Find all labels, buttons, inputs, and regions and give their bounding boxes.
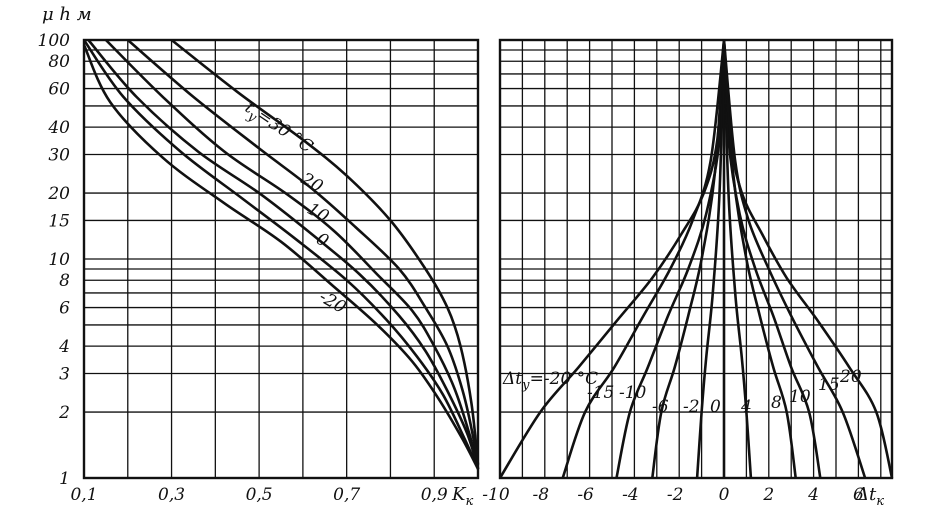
x-axis-label-dtk-sub: к xyxy=(876,494,884,509)
left-x-tick-label: 0,3 xyxy=(158,485,185,505)
left-curves xyxy=(82,38,480,470)
x-axis-label-kk-sub: к xyxy=(465,494,473,509)
left-curve-label-ty30: tу=30 °C xyxy=(239,98,316,161)
right-x-tick-label: 0 xyxy=(719,485,730,505)
left-x-tick-labels: 0,1 0,3 0,5 0,7 0,9 xyxy=(70,485,447,505)
y-tick-label: 100 xyxy=(38,31,71,51)
right-x-tick-label: 6 xyxy=(853,485,864,505)
right-curve-label-dty-20: Δtу=-20 °C xyxy=(502,369,598,393)
y-tick-label: 2 xyxy=(58,403,70,423)
right-series-line xyxy=(695,39,726,479)
left-grid xyxy=(83,39,479,479)
right-curve-label: -6 xyxy=(652,397,669,417)
x-axis-label-dtk-main: Δt xyxy=(855,484,877,505)
left-x-tick-label: 0,5 xyxy=(246,485,273,505)
right-curve-labels: Δtу=-20 °C-15 -10-6 -2 0 4 8 10 15 20 xyxy=(502,367,862,417)
right-curve-label: 15 xyxy=(818,375,840,395)
y-tick-label: 40 xyxy=(47,118,70,138)
right-curve-label: 4 xyxy=(740,397,752,417)
right-series-eq: =-20 °C xyxy=(530,369,599,389)
right-curves xyxy=(498,39,894,479)
right-curve-label: 8 xyxy=(771,393,782,413)
y-tick-label: 80 xyxy=(48,52,70,72)
right-curve-label: 20 xyxy=(839,367,862,387)
right-x-tick-label: -10 xyxy=(482,485,510,505)
right-series-line xyxy=(722,39,753,479)
x-axis-label-kk: Kк xyxy=(451,484,473,509)
y-tick-label: 30 xyxy=(48,146,70,166)
right-x-tick-label: -6 xyxy=(577,485,594,505)
right-x-tick-label: -4 xyxy=(622,485,639,505)
right-series-line xyxy=(722,39,867,479)
right-curve-label: -2 xyxy=(683,397,700,417)
right-x-tick-labels: -10 -8 -6 -4 -2 0 2 4 6 xyxy=(482,485,864,505)
left-curve-label: -20 xyxy=(316,287,350,318)
y-tick-label: 3 xyxy=(59,365,70,385)
right-series-line xyxy=(722,39,894,479)
y-tick-label: 6 xyxy=(59,299,70,319)
right-series-line xyxy=(722,39,822,479)
right-x-tick-label: 4 xyxy=(807,485,819,505)
left-series-line xyxy=(104,39,480,470)
y-tick-label: 1 xyxy=(59,469,70,489)
left-series-line xyxy=(170,38,480,465)
right-curve-label: 0 xyxy=(710,397,721,417)
right-chart: -10 -8 -6 -4 -2 0 2 4 6 Δtу=-20 °C-15 -10-6 -2 0 4 8 1… xyxy=(482,38,894,509)
left-plot-frame xyxy=(82,38,480,480)
left-x-tick-label: 0,1 xyxy=(70,485,97,505)
right-series-prefix: Δt xyxy=(502,369,522,389)
x-axis-label-kk-main: K xyxy=(451,484,467,505)
left-series-line xyxy=(126,39,480,470)
right-series-prefix-sub: у xyxy=(521,378,530,393)
y-tick-label: 20 xyxy=(47,184,70,204)
right-plot-frame xyxy=(498,38,894,480)
y-tick-label: 15 xyxy=(48,211,70,231)
left-series-line xyxy=(87,39,480,470)
right-curve-label: 10 xyxy=(789,387,811,407)
y-tick-label: 60 xyxy=(48,80,70,100)
right-curve-label: -15 xyxy=(587,383,614,403)
x-axis-label-dtk: Δtк xyxy=(855,484,884,509)
right-x-tick-label: -2 xyxy=(667,485,684,505)
y-tick-label: 4 xyxy=(58,337,70,357)
left-series-line xyxy=(82,44,480,470)
left-series-line xyxy=(82,39,480,470)
right-series-line xyxy=(651,39,726,479)
y-tick-label: 8 xyxy=(59,271,70,291)
right-x-tick-label: 2 xyxy=(762,485,774,505)
right-curve-label: -10 xyxy=(619,383,647,403)
left-x-tick-label: 0,7 xyxy=(333,485,360,505)
right-x-tick-label: -8 xyxy=(533,485,550,505)
right-series-line xyxy=(561,39,726,479)
left-x-tick-label: 0,9 xyxy=(421,485,448,505)
y-axis-label: μ h м xyxy=(42,4,92,25)
y-tick-label: 10 xyxy=(48,250,70,270)
right-series-line xyxy=(615,39,726,479)
